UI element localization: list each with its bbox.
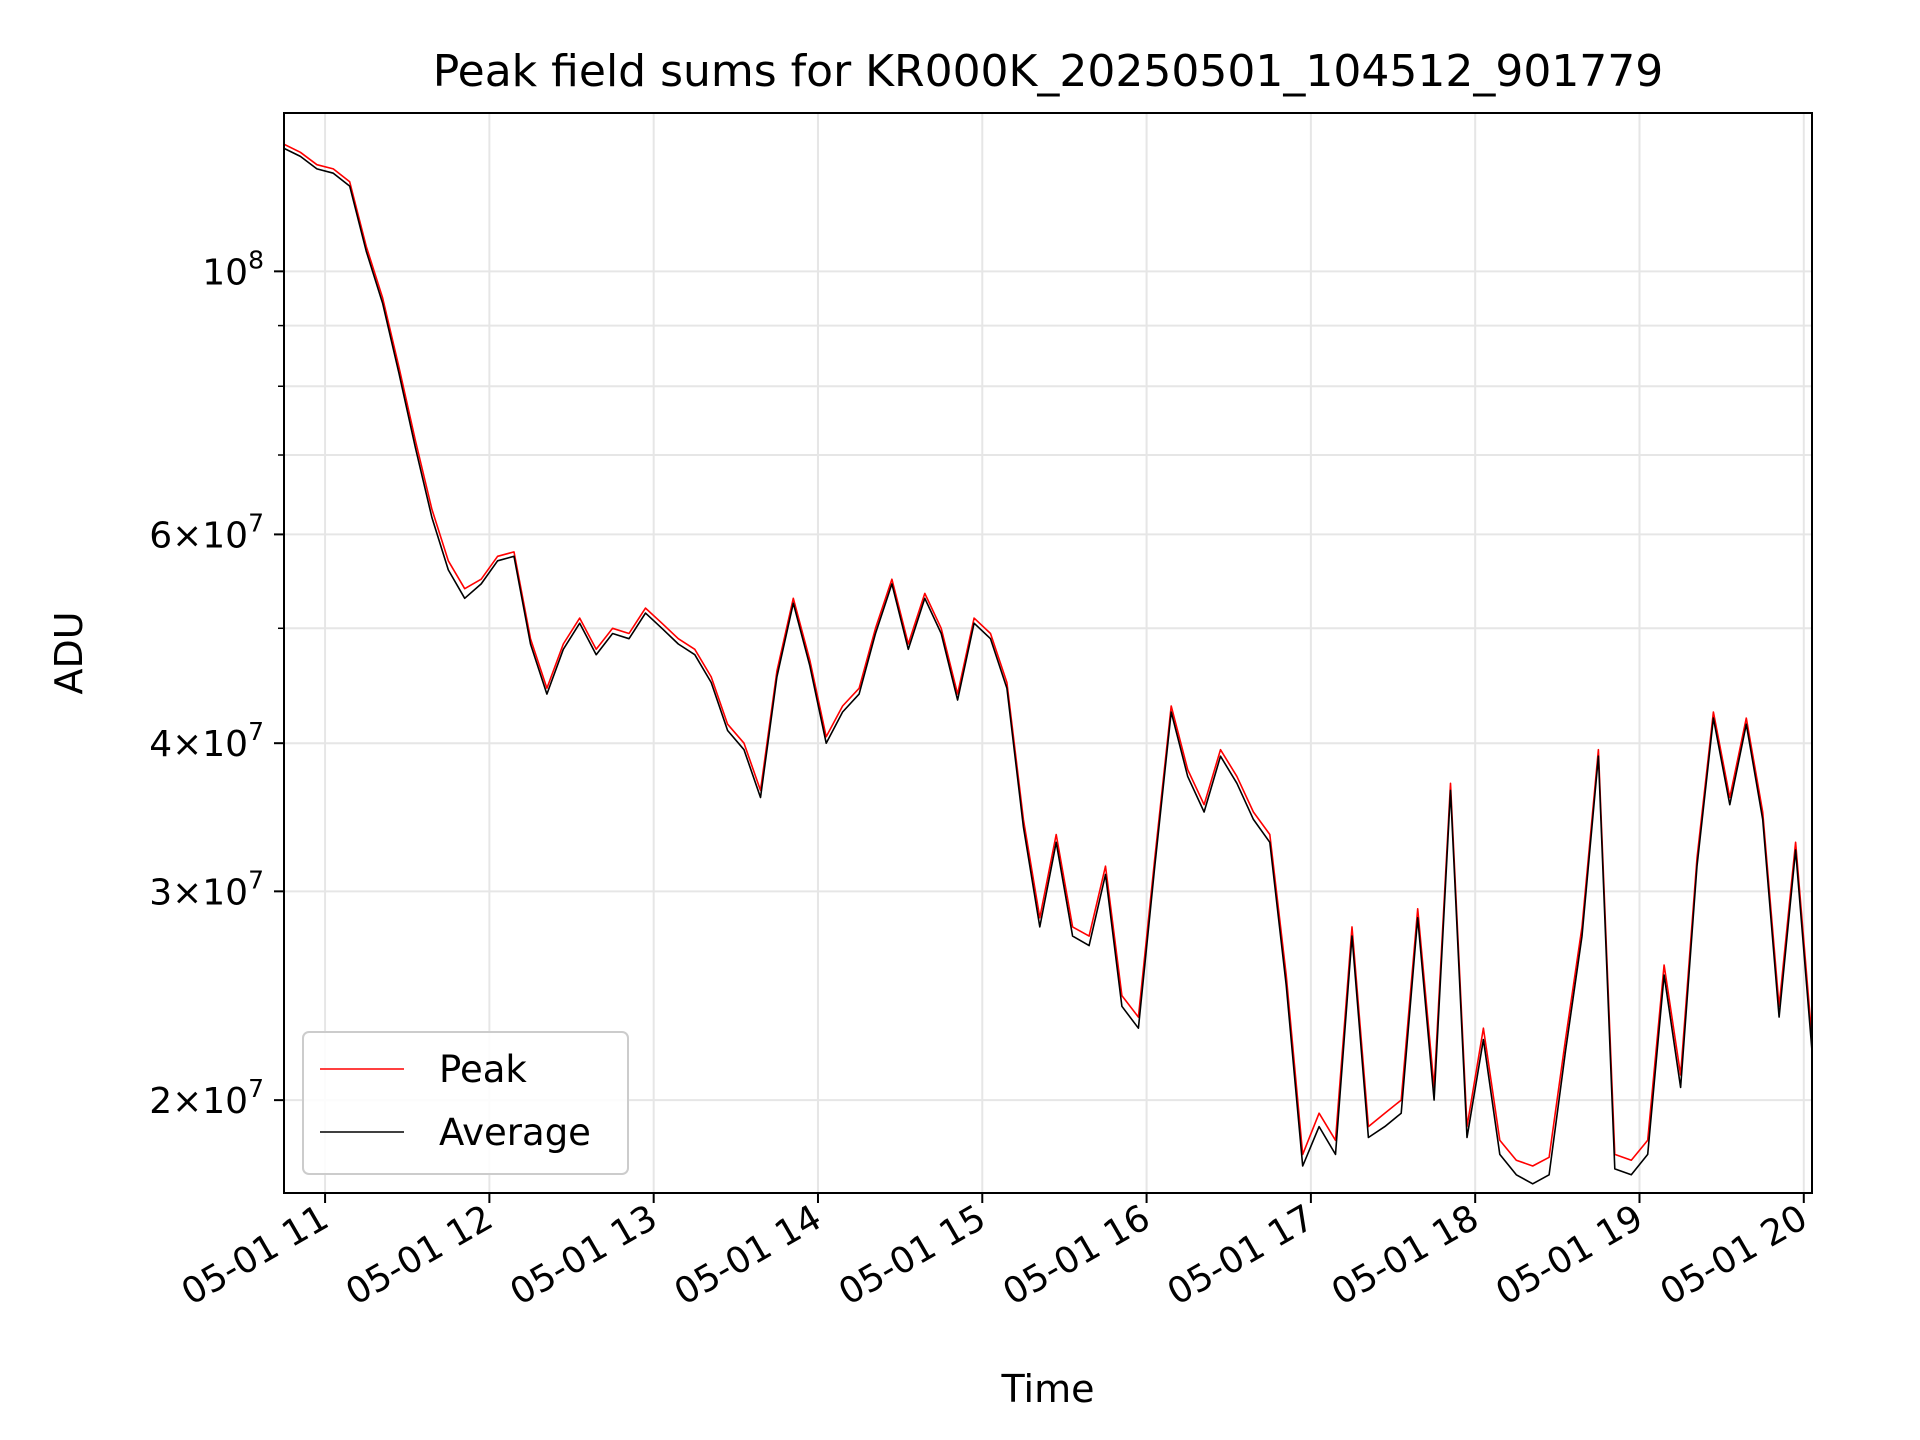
series-line-average (284, 147, 1812, 1185)
legend-box (302, 1031, 629, 1175)
chart-title: Peak field sums for KR000K_20250501_1045… (433, 46, 1664, 97)
y-tick-label: 2×107 (149, 1074, 264, 1122)
legend: Peak Average (302, 1031, 629, 1175)
y-axis-label: ADU (47, 611, 91, 694)
y-tick-label: 3×107 (149, 865, 264, 913)
x-axis-label: Time (1001, 1367, 1095, 1411)
y-axis: 108 6×107 4×107 3×107 2×107 (149, 245, 284, 1122)
y-tick-label: 4×107 (149, 717, 264, 765)
plot-frame (283, 112, 1813, 1194)
y-tick-label: 108 (202, 245, 264, 293)
legend-label-average: Average (439, 1111, 591, 1154)
y-tick-label: 6×107 (149, 508, 264, 556)
series-line-peak (284, 143, 1812, 1167)
legend-label-peak: Peak (439, 1048, 527, 1091)
plot-lines (284, 143, 1812, 1185)
